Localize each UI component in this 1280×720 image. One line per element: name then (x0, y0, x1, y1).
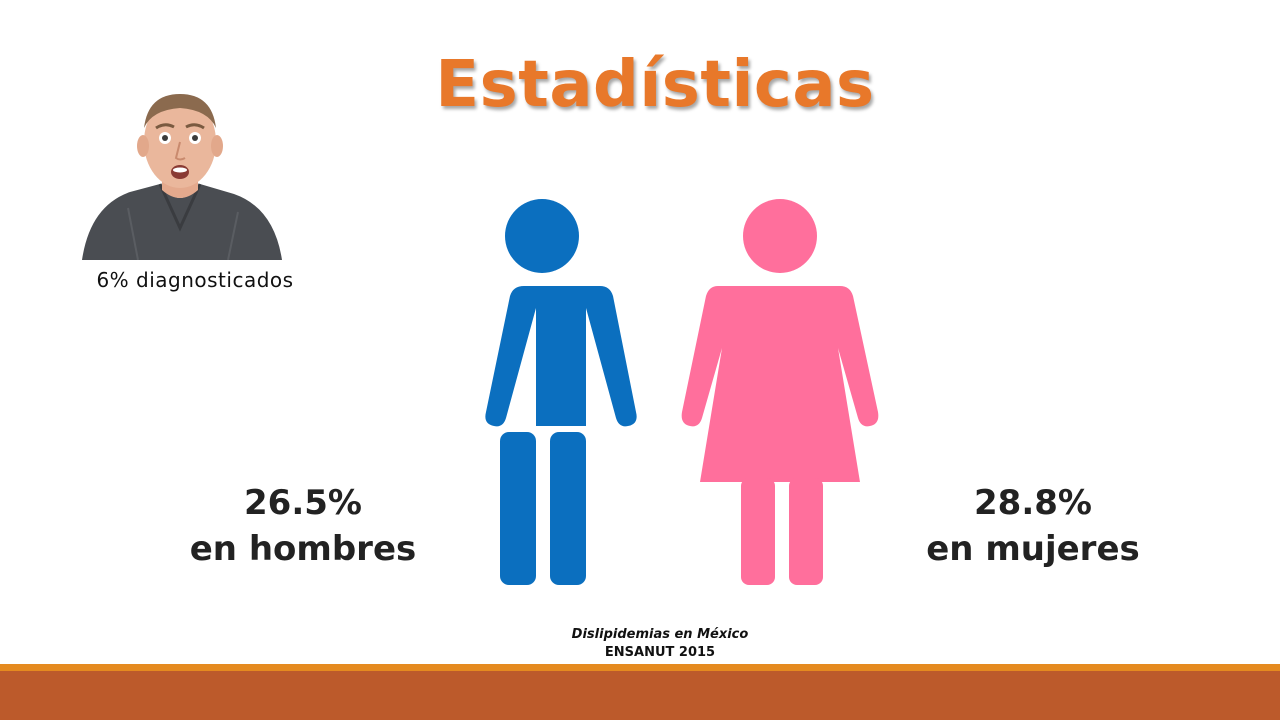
woman-figure-icon (681, 199, 879, 585)
man-figure-icon (484, 199, 637, 585)
stat-men-label: en hombres (189, 529, 417, 569)
source-line-2: ENSANUT 2015 (604, 645, 716, 660)
footer-bar (0, 671, 1280, 720)
footer-accent-bar (0, 664, 1280, 671)
man-photo-illustration (82, 94, 282, 260)
photo-caption: 6% diagnosticados (96, 268, 294, 292)
man-photo (68, 88, 294, 260)
source-citation: Dislipidemias en México ENSANUT 2015 (540, 626, 780, 662)
stat-men-value: 26.5% (244, 483, 362, 523)
gender-figures (440, 190, 900, 590)
stat-women-label: en mujeres (926, 529, 1140, 569)
stat-women-value: 28.8% (974, 483, 1092, 523)
stat-men: 26.5% en hombres (178, 480, 428, 572)
slide-title: Estadísticas (435, 48, 875, 122)
stat-women: 28.8% en mujeres (908, 480, 1158, 572)
source-line-1: Dislipidemias en México (571, 627, 749, 642)
